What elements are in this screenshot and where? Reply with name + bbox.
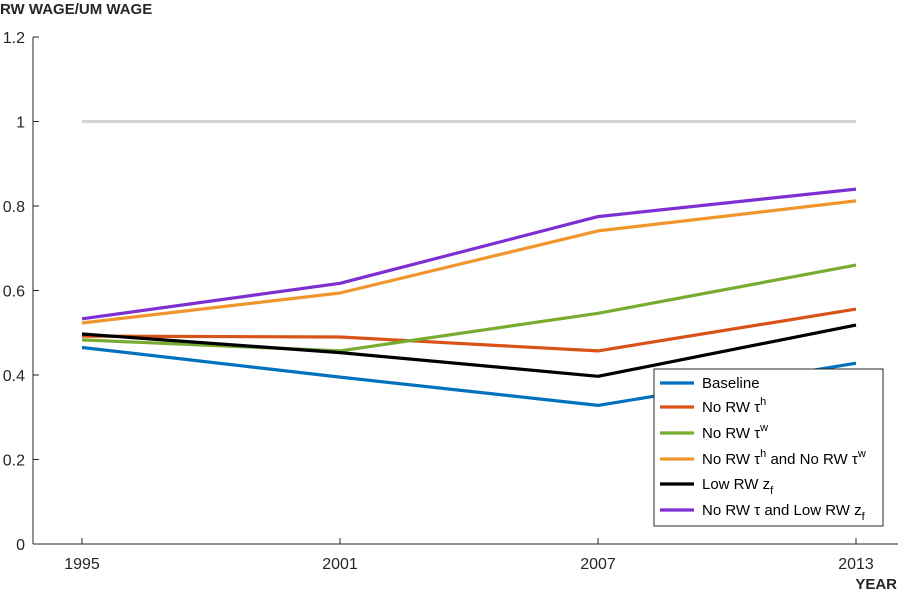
- y-tick-label: 0.2: [3, 453, 25, 470]
- legend-label-5: Low RW zf: [702, 476, 774, 497]
- legend-text-part: Baseline: [702, 375, 760, 392]
- legend-text-part: w: [759, 422, 768, 434]
- x-tick-label: 2007: [580, 556, 616, 573]
- legend-text-part: No RW τ: [702, 425, 760, 442]
- y-tick-label: 0.4: [3, 368, 25, 385]
- legend-text-part: w: [857, 448, 866, 460]
- x-tick-label: 2001: [322, 556, 358, 573]
- legend-text-part: f: [770, 485, 774, 497]
- x-axis-title: YEAR: [855, 576, 897, 592]
- series-line-3: [81, 263, 857, 353]
- legend-text-part: f: [862, 511, 866, 523]
- legend-label-3: No RW τw: [702, 422, 768, 442]
- y-tick-label: 0.6: [3, 284, 25, 301]
- legend-label-6: No RW τ and Low RW zf: [702, 502, 866, 523]
- legend-text-part: Low RW z: [702, 476, 770, 493]
- y-tick-label: 1.2: [3, 30, 25, 47]
- legend-text-part: No RW τ and Low RW z: [702, 502, 862, 519]
- legend-box: [653, 368, 884, 527]
- legend-text-part: h: [760, 396, 766, 408]
- series-line-6: [81, 187, 857, 321]
- legend-text-part: No RW τ: [702, 451, 760, 468]
- legend-label-1: Baseline: [702, 375, 760, 392]
- y-axis-title: RW WAGE/UM WAGE: [0, 1, 152, 18]
- y-tick-label: 0: [16, 537, 25, 554]
- y-tick-label: 0.8: [3, 199, 25, 216]
- series-line-5: [81, 323, 857, 378]
- legend-text-part: and No RW τ: [766, 451, 858, 468]
- y-tick-label: 1: [16, 115, 25, 132]
- legend-label-2: No RW τh: [702, 396, 766, 416]
- series-line-2: [81, 307, 857, 353]
- legend-text-part: h: [760, 448, 766, 460]
- x-tick-label: 2013: [838, 556, 874, 573]
- legend-label-4: No RW τh and No RW τw: [702, 448, 866, 468]
- legend-text-part: No RW τ: [702, 399, 760, 416]
- series-line-4: [81, 199, 857, 325]
- axes: 0 0.2 0.4 0.6 0.8 1 1.2 1995 2001 2007 2013: [3, 30, 898, 573]
- x-tick-label: 1995: [64, 556, 100, 573]
